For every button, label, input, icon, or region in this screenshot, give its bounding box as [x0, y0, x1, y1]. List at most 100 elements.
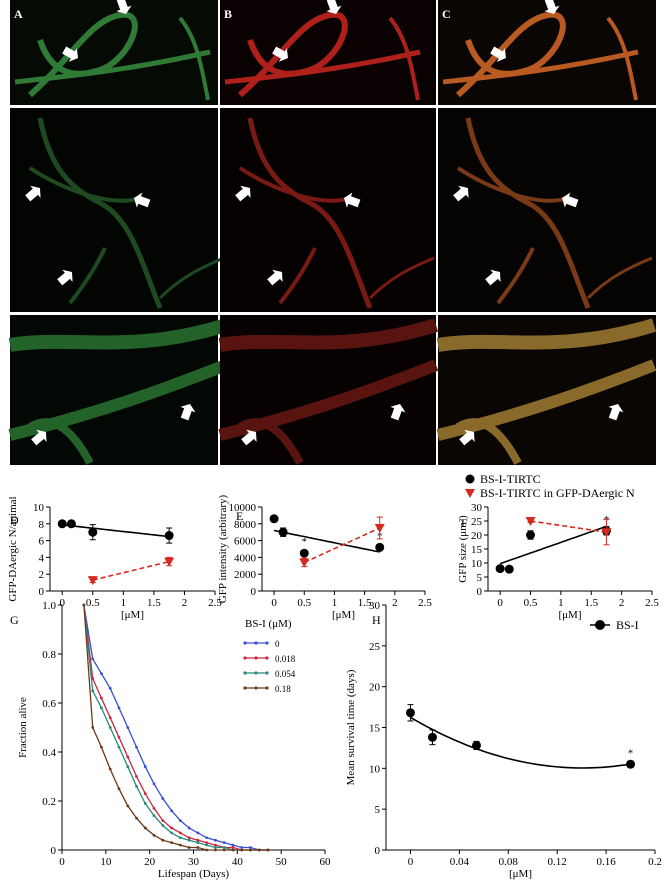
y-tick-label: 10000: [229, 502, 257, 514]
data-point: [135, 745, 138, 749]
data-point: [91, 657, 95, 661]
data-point: [178, 843, 182, 847]
x-tick-label: 2.5: [208, 597, 222, 609]
y-tick-label: 0: [375, 845, 381, 857]
legend-marker: [254, 656, 258, 660]
data-point: [178, 836, 182, 840]
y-tick-label: 25: [369, 641, 381, 653]
y-tick-label: 4: [39, 552, 45, 564]
x-tick-label: 1: [332, 597, 338, 609]
x-axis-label: [μM]: [332, 609, 355, 621]
y-tick-label: 10: [471, 558, 483, 570]
data-point: [471, 740, 481, 750]
y-tick-label: 1.0: [42, 600, 56, 612]
micrographs: A B C: [10, 0, 656, 465]
x-tick-label: 0.5: [86, 597, 100, 609]
legend-marker: [265, 641, 269, 645]
panel-label: E: [236, 509, 243, 523]
data-point: [66, 519, 76, 529]
legend-marker: [265, 686, 269, 690]
data-point: [222, 848, 226, 852]
x-tick-label: 0: [271, 597, 277, 609]
data-point: [152, 833, 156, 837]
series-line: [83, 604, 268, 851]
x-tick-label: 1.5: [147, 597, 161, 609]
x-tick-label: 0.08: [499, 856, 519, 868]
x-tick-label: 40: [232, 856, 244, 868]
data-point: [100, 745, 103, 749]
data-point: [143, 826, 147, 830]
legend-label: 0.18: [275, 684, 291, 694]
data-point: [196, 846, 200, 849]
data-point: [214, 838, 217, 842]
data-point: [164, 557, 175, 567]
data-point: [231, 846, 235, 849]
data-point: [269, 514, 279, 524]
y-axis-label: GFP size (μm²): [457, 515, 469, 583]
fit-line: [303, 527, 381, 564]
x-tick-label: 1.5: [584, 597, 598, 609]
x-tick-label: 0: [408, 856, 414, 868]
panel-label: G: [10, 613, 19, 627]
y-tick-label: 2000: [234, 569, 257, 581]
data-point: [257, 848, 261, 852]
data-point: [626, 759, 636, 769]
data-point: [187, 826, 191, 830]
data-point: [427, 732, 437, 742]
data-point: [170, 826, 173, 830]
data-point: [374, 524, 385, 533]
data-point: [126, 726, 130, 729]
data-point: [525, 517, 536, 526]
micrograph: [220, 108, 436, 312]
data-point: [222, 846, 226, 849]
legend-marker: [595, 620, 605, 630]
data-point: [126, 804, 130, 808]
data-point: [143, 792, 147, 796]
panel-label: D: [10, 513, 19, 527]
legend-title: BS-I (μM): [245, 618, 292, 630]
y-tick-label: 0: [251, 586, 257, 598]
legend-marker: [265, 656, 269, 660]
data-point: [152, 806, 156, 810]
data-point: [196, 841, 200, 845]
data-point: [231, 843, 235, 847]
data-point: [278, 527, 288, 537]
data-point: [152, 814, 156, 818]
data-point: [240, 848, 244, 852]
x-tick-label: 0: [59, 856, 65, 868]
data-point: [214, 843, 217, 847]
data-point: [143, 802, 147, 805]
data-point: [108, 767, 112, 771]
legend-label: BS-I: [616, 618, 639, 632]
data-point: [231, 848, 235, 852]
legend-marker: [243, 686, 247, 690]
data-point: [249, 846, 252, 849]
data-point: [178, 831, 182, 835]
y-axis-label: Fraction alive: [17, 697, 29, 758]
y-tick-label: 0: [39, 586, 45, 598]
fit-line: [410, 716, 631, 769]
data-point: [87, 576, 98, 586]
y-tick-label: 2: [39, 569, 45, 581]
y-tick-label: 30: [471, 502, 483, 514]
x-tick-label: 0: [497, 597, 503, 609]
legend-marker: [465, 474, 475, 484]
data-point: [152, 782, 156, 786]
data-point: [117, 787, 121, 791]
data-point: [299, 548, 309, 558]
data-point: [161, 824, 165, 827]
data-point: [108, 726, 112, 729]
y-tick-label: 6: [39, 536, 45, 548]
data-point: [161, 819, 165, 822]
x-tick-label: 1: [558, 597, 564, 609]
data-point: [405, 708, 415, 718]
legend-label: 0: [275, 639, 280, 649]
legend-marker: [254, 686, 258, 690]
data-point: [117, 735, 121, 739]
fit-line: [92, 560, 170, 581]
y-tick-label: 5: [375, 804, 381, 816]
x-tick-label: 0.04: [450, 856, 470, 868]
series-line: [83, 604, 268, 851]
